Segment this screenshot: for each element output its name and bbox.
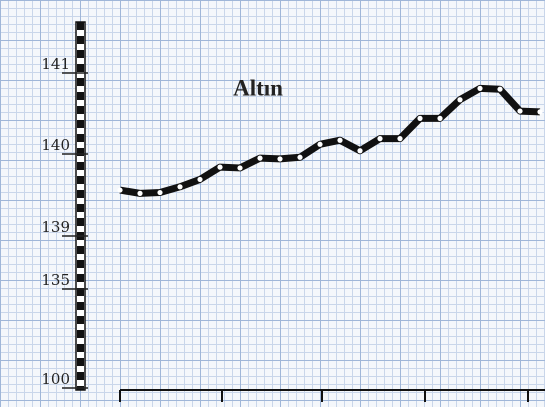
data-point bbox=[177, 184, 183, 190]
y-tick-label: 141 bbox=[41, 55, 70, 73]
data-point bbox=[117, 187, 123, 193]
data-point bbox=[397, 136, 403, 142]
data-point bbox=[517, 108, 523, 114]
data-point bbox=[457, 97, 463, 103]
data-point bbox=[437, 115, 443, 121]
data-point bbox=[537, 109, 543, 115]
data-point bbox=[417, 115, 423, 121]
data-point bbox=[317, 141, 323, 147]
chart-title: Altın bbox=[233, 75, 283, 100]
data-point bbox=[237, 165, 243, 171]
data-point bbox=[157, 189, 163, 196]
data-point bbox=[277, 156, 283, 162]
data-line bbox=[119, 84, 541, 197]
data-point bbox=[357, 148, 363, 154]
data-point bbox=[477, 85, 483, 91]
data-point bbox=[257, 155, 263, 161]
y-tick-label: 100 bbox=[41, 370, 70, 388]
data-point bbox=[217, 164, 223, 170]
data-point bbox=[297, 154, 303, 160]
y-tick-label: 135 bbox=[41, 271, 70, 289]
data-point bbox=[497, 86, 503, 92]
data-point bbox=[377, 136, 383, 142]
data-point bbox=[197, 176, 203, 183]
y-tick-label: 140 bbox=[41, 136, 70, 154]
data-point bbox=[337, 137, 343, 143]
data-point bbox=[137, 190, 143, 196]
y-tick-label: 139 bbox=[41, 218, 70, 236]
